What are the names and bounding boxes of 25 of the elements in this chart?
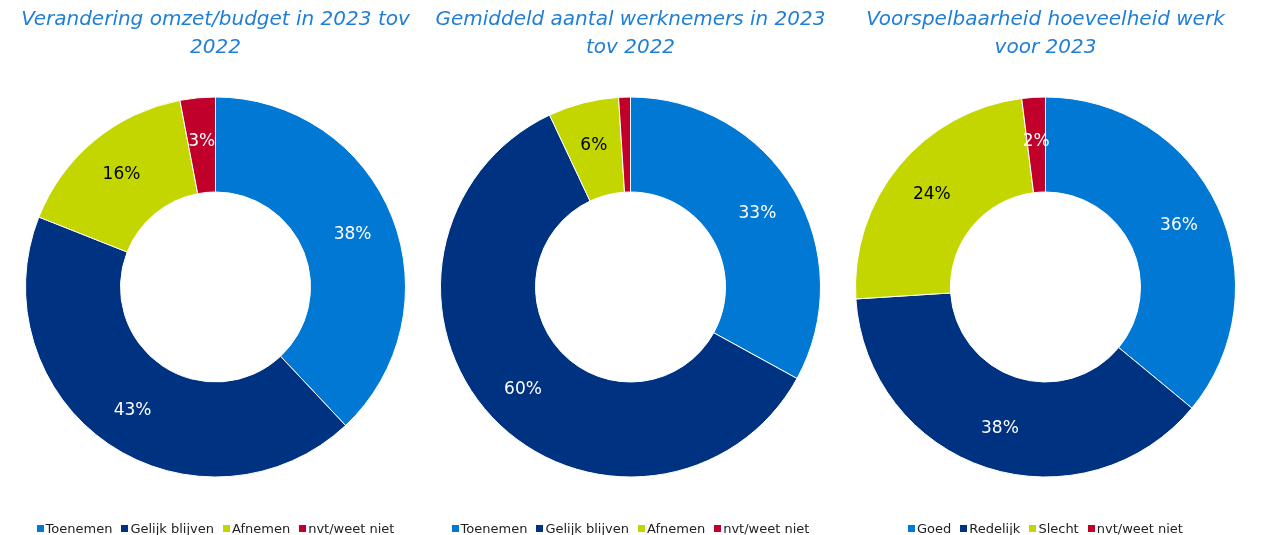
- data-label: 36%: [1160, 214, 1198, 235]
- legend-label: Afnemen: [232, 521, 291, 535]
- data-label: 6%: [580, 134, 608, 155]
- data-label: 38%: [981, 417, 1019, 438]
- legend-label: Slecht: [1038, 521, 1079, 535]
- legend-label: Afnemen: [647, 521, 706, 535]
- data-label: 43%: [113, 398, 152, 419]
- data-label: 24%: [912, 182, 951, 203]
- legend-label: nvt/weet niet: [1096, 521, 1183, 535]
- data-label: 3%: [188, 130, 216, 151]
- data-label: 38%: [333, 222, 372, 243]
- legend-label: nvt/weet niet: [723, 521, 810, 535]
- data-label: 60%: [504, 377, 542, 398]
- chart-title: Voorspelbaarheid hoeveelheid werk voor 2023: [865, 5, 1226, 60]
- legend-label: Redelijk: [969, 521, 1021, 535]
- chart-title: Verandering omzet/budget in 2023 tov 2022: [20, 5, 411, 60]
- data-label: 33%: [738, 201, 777, 222]
- legend-label: Toenemen: [45, 521, 113, 535]
- legend-label: Goed: [917, 521, 952, 535]
- legend-label: nvt/weet niet: [308, 521, 395, 535]
- legend-label: Toenemen: [460, 521, 528, 535]
- chart-title: Gemiddeld aantal werknemers in 2023 tov 2022: [434, 5, 827, 60]
- legend-label: Gelijk blijven: [545, 521, 630, 535]
- legend-label: Gelijk blijven: [130, 521, 215, 535]
- data-label: 16%: [102, 163, 141, 184]
